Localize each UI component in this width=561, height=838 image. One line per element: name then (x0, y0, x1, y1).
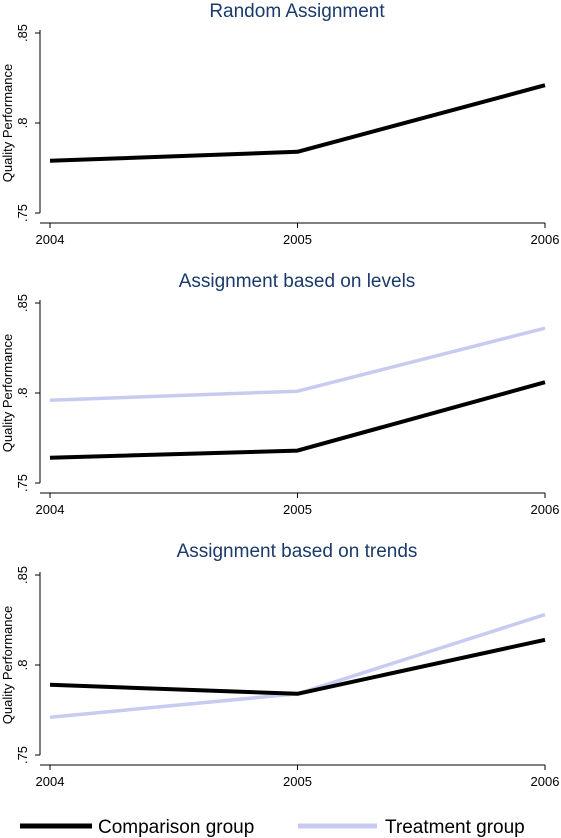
chart-panel-1: Random Assignment .75 .8 .85 Quality Perform… (0, 1, 559, 247)
series-line-comparison-group (49, 637, 546, 696)
chart-title: Random Assignment (209, 1, 385, 22)
y-tick-label: .75 (15, 204, 30, 222)
x-tick-label: 2004 (36, 774, 65, 789)
y-tick-label: .8 (15, 118, 30, 129)
legend-label-treatment: Treatment group (385, 817, 525, 838)
x-tick-label: 2005 (283, 232, 312, 247)
y-tick-label: .8 (15, 388, 30, 399)
x-tick-label: 2004 (36, 502, 65, 517)
legend-label-comparison: Comparison group (98, 817, 254, 838)
series-line-comparison-group (49, 380, 546, 460)
y-tick-label: .8 (15, 660, 30, 671)
chart-panels: Random Assignment .75 .8 .85 Quality Perform… (0, 1, 559, 789)
series-line-treatment-group (49, 612, 546, 719)
y-tick-label: .85 (15, 566, 30, 584)
y-tick-label: .75 (15, 746, 30, 764)
chart-title: Assignment based on trends (177, 541, 418, 562)
x-tick-label: 2005 (283, 774, 312, 789)
y-axis-title: Quality Performance (0, 334, 15, 453)
y-axis-title: Quality Performance (0, 606, 15, 725)
y-tick-label: .85 (15, 24, 30, 42)
y-axis-title: Quality Performance (0, 64, 15, 183)
y-tick-label: .75 (15, 474, 30, 492)
chart-title: Assignment based on levels (179, 271, 416, 292)
x-tick-label: 2006 (531, 774, 560, 789)
chart-panel-2: Assignment based on levels .75 .8 .85 Qualit… (0, 271, 559, 517)
chart-panel-3: Assignment based on trends .75 .8 .85 Qualit… (0, 541, 559, 789)
series-line-comparison-group (49, 83, 546, 163)
legend: Comparison group Treatment group (20, 817, 525, 838)
series-line-treatment-group (49, 326, 546, 402)
x-tick-label: 2005 (283, 502, 312, 517)
x-tick-label: 2004 (36, 232, 65, 247)
x-tick-label: 2006 (531, 232, 560, 247)
x-tick-label: 2006 (531, 502, 560, 517)
y-tick-label: .85 (15, 294, 30, 312)
